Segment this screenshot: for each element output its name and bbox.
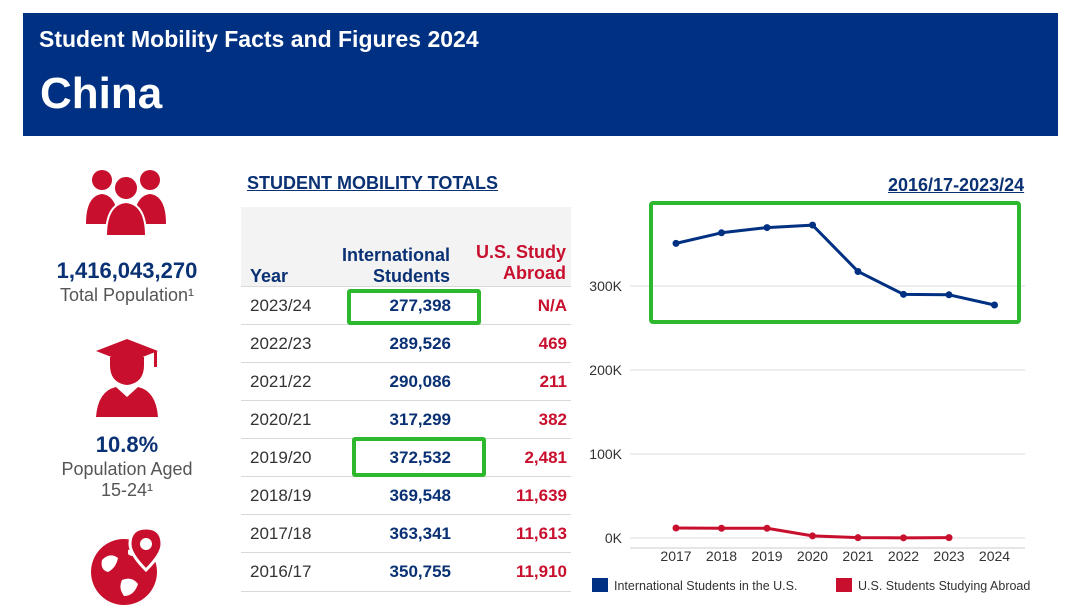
row-intl-students: 350,755	[389, 562, 451, 581]
table-header	[241, 207, 571, 287]
col-year-header: Year	[250, 266, 289, 286]
row-intl-students: 369,548	[389, 486, 451, 505]
row-us-study-abroad: 382	[538, 410, 567, 429]
table-row: 2022/23 289,526 469	[241, 324, 571, 363]
row-us-study-abroad: 211	[539, 372, 567, 391]
x-tick-label: 2021	[842, 548, 873, 564]
highlight-box-chart	[649, 201, 1021, 324]
row-us-study-abroad: 11,910	[515, 562, 567, 581]
intl-students-point	[718, 229, 725, 237]
legend-swatch-us	[836, 578, 852, 592]
intl-students-line	[675, 223, 995, 307]
intl-students-point	[991, 301, 998, 309]
row-year: 2018/19	[250, 486, 312, 505]
table-row: 2018/19 369,548 11,639	[241, 476, 571, 515]
intl-students-point	[809, 221, 816, 229]
col-intl-header-line2: Students	[372, 266, 450, 286]
x-tick-label: 2022	[888, 548, 919, 564]
row-intl-students: 372,532	[389, 448, 451, 467]
country-title: China	[40, 69, 163, 118]
col-us-header-line1: U.S. Study	[475, 242, 566, 262]
row-year: 2022/23	[250, 334, 312, 353]
row-us-study-abroad: N/A	[537, 296, 567, 315]
us-abroad-point	[900, 534, 907, 542]
us-abroad-point	[763, 524, 771, 532]
row-intl-students: 289,526	[389, 334, 451, 353]
row-year: 2016/17	[250, 562, 312, 581]
us-abroad-point	[672, 524, 680, 532]
aged-label-line2: 15-24¹	[100, 480, 154, 500]
row-us-study-abroad: 469	[538, 334, 567, 353]
table-row: 2016/17 350,755 11,910	[241, 552, 571, 592]
us-abroad-point	[718, 524, 725, 532]
population-group-icon	[86, 170, 166, 236]
row-year: 2017/18	[250, 524, 312, 543]
col-us-header-line2: Abroad	[503, 263, 566, 283]
us-abroad-point	[809, 532, 816, 540]
x-tick-label: 2024	[979, 548, 1010, 564]
highlight-box-2023	[347, 289, 481, 325]
population-label: Total Population¹	[59, 285, 195, 305]
col-intl-header-line1: International	[341, 245, 450, 265]
header-banner: Student Mobility Facts and Figures 2024 …	[23, 13, 1058, 136]
row-us-study-abroad: 11,613	[515, 524, 567, 543]
row-year: 2020/21	[250, 410, 312, 429]
table-row: 2023/24 277,398 N/A	[241, 286, 571, 325]
row-intl-students: 290,086	[389, 372, 451, 391]
chart-title: 2016/17-2023/24	[888, 175, 1025, 195]
y-tick-label: 200K	[589, 362, 622, 378]
row-intl-students: 277,398	[389, 296, 451, 315]
intl-students-point	[672, 239, 680, 247]
row-year: 2021/22	[250, 372, 312, 391]
row-year: 2019/20	[250, 448, 312, 467]
us-abroad-point	[854, 534, 862, 542]
legend-label-intl: International Students in the U.S.	[614, 579, 797, 593]
aged-value: 10.8%	[95, 432, 159, 457]
table-title: STUDENT MOBILITY TOTALS	[247, 173, 498, 193]
us-abroad-point	[945, 534, 953, 542]
y-tick-label: 100K	[589, 446, 622, 462]
graduate-icon	[96, 339, 158, 417]
population-value: 1,416,043,270	[56, 258, 198, 283]
report-subtitle: Student Mobility Facts and Figures 2024	[39, 26, 479, 52]
legend-label-us: U.S. Students Studying Abroad	[858, 579, 1030, 593]
mobility-line-chart: 0K 100K 200K 300K 2017 2018 2019 2020 2021 2022 20…	[589, 201, 1030, 593]
highlight-box-2019	[352, 437, 486, 477]
x-tick-label: 2019	[751, 548, 782, 564]
intl-students-point	[763, 224, 771, 232]
legend-swatch-intl	[592, 578, 608, 592]
x-tick-label: 2018	[706, 548, 737, 564]
row-us-study-abroad: 11,639	[515, 486, 567, 505]
intl-students-point	[854, 267, 862, 275]
x-tick-label: 2020	[797, 548, 828, 564]
table-row: 2021/22 290,086 211	[241, 362, 571, 401]
globe-pin-icon	[91, 526, 164, 605]
row-intl-students: 317,299	[389, 410, 451, 429]
x-tick-label: 2023	[933, 548, 964, 564]
y-tick-label: 300K	[589, 278, 622, 294]
aged-label-line1: Population Aged	[61, 459, 193, 479]
y-tick-label: 0K	[605, 530, 623, 546]
row-year: 2023/24	[250, 296, 312, 315]
intl-students-point	[900, 290, 907, 298]
row-intl-students: 363,341	[389, 524, 451, 543]
x-tick-label: 2017	[660, 548, 691, 564]
intl-students-point	[945, 291, 953, 299]
table-row: 2017/18 363,341 11,613	[241, 514, 571, 553]
row-us-study-abroad: 2,481	[524, 448, 567, 467]
table-row: 2020/21 317,299 382	[241, 400, 571, 439]
